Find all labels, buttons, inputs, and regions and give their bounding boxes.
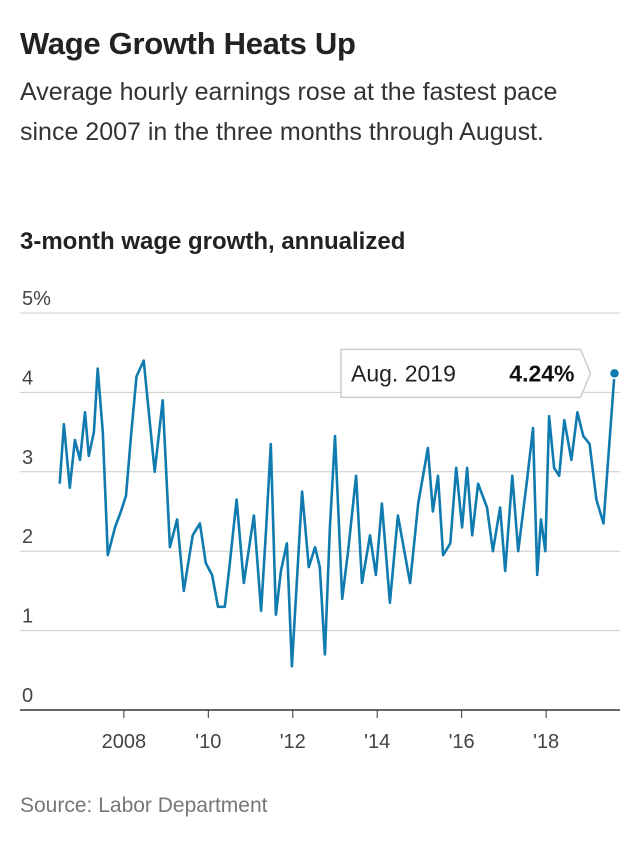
- series-line: [58, 359, 616, 668]
- y-tick-label: 2: [22, 526, 33, 548]
- y-tick-label: 0: [22, 685, 33, 707]
- chart-subtitle: Average hourly earnings rose at the fast…: [20, 78, 558, 146]
- end-point: [608, 367, 621, 380]
- x-tick-label: '12: [280, 731, 306, 753]
- y-tick-label: 4: [22, 367, 33, 389]
- x-tick-label: 2008: [102, 731, 147, 753]
- x-tick-label: '18: [533, 731, 559, 753]
- chart-title: Wage Growth Heats Up: [20, 26, 356, 61]
- x-tick-label: '16: [449, 731, 475, 753]
- source-note: Source: Labor Department: [20, 794, 268, 817]
- annotation-value: 4.24%: [509, 360, 574, 386]
- y-tick-label: 1: [22, 606, 33, 628]
- y-tick-label: 3: [22, 447, 33, 469]
- x-tick-label: '10: [195, 731, 221, 753]
- x-tick-label: '14: [364, 731, 390, 753]
- y-axis-label: 3-month wage growth, annualized: [20, 228, 406, 255]
- annotation-box: [340, 348, 592, 399]
- annotation-date: Aug. 2019: [351, 360, 456, 386]
- y-tick-label: 5%: [22, 288, 51, 310]
